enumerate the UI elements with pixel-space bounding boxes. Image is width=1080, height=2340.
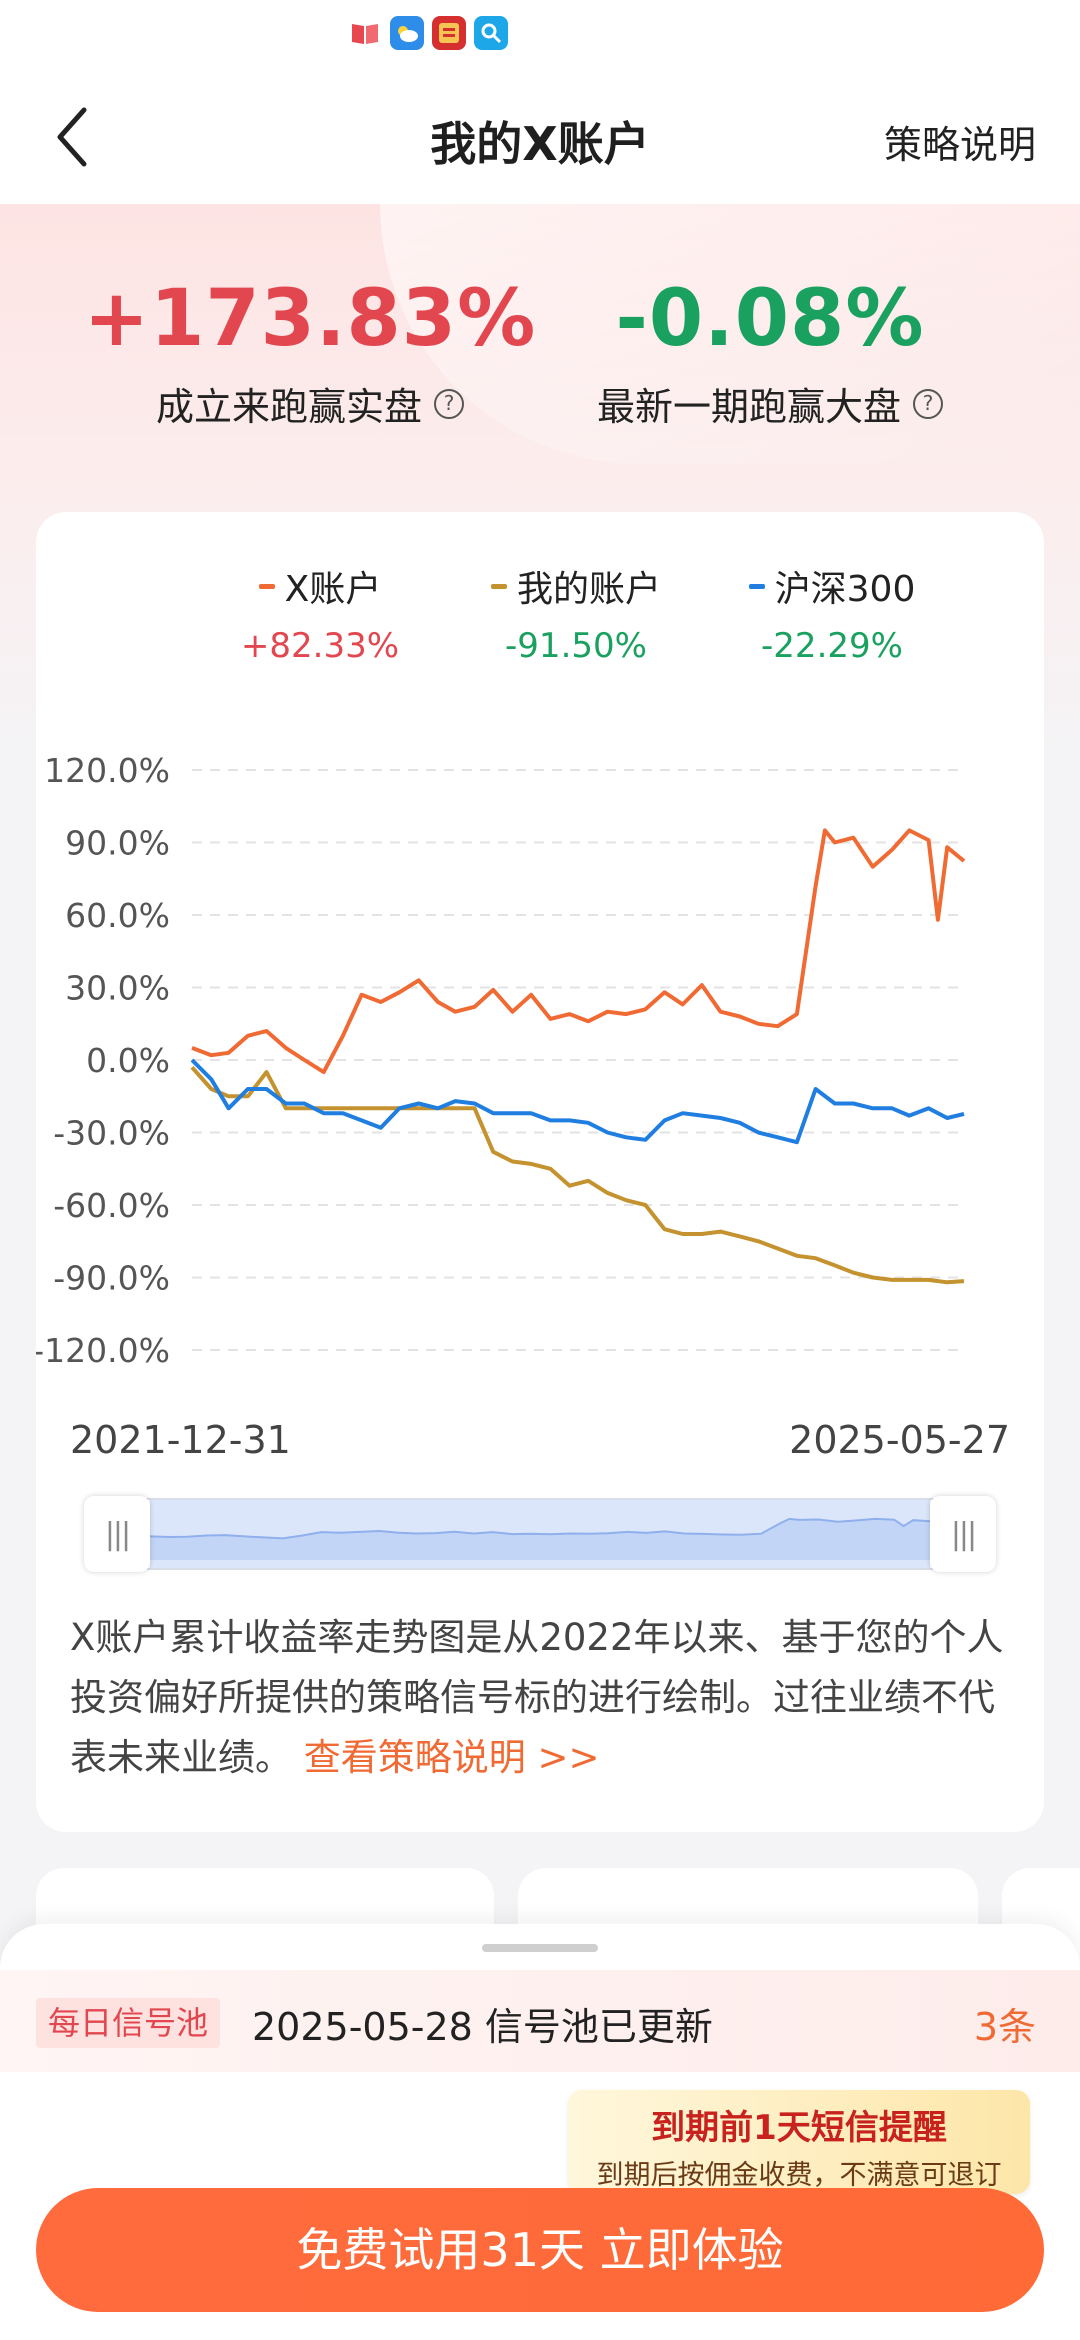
back-button[interactable] xyxy=(46,102,106,172)
chart-card: X账户 +82.33% 我的账户 -91.50% 沪深300 -22.29% 1… xyxy=(36,512,1044,1832)
range-slider-preview xyxy=(149,1517,931,1560)
y-tick-label: 0.0% xyxy=(86,1041,170,1080)
help-icon[interactable]: ? xyxy=(434,388,464,419)
strategy-description-link[interactable]: 策略说明 xyxy=(883,123,1036,167)
series-line-x-account xyxy=(191,828,966,1075)
series-line-my-account xyxy=(190,1065,965,1285)
y-tick-label: -30.0% xyxy=(53,1114,170,1153)
signal-pool-row[interactable]: 每日信号池 2025-05-28 信号池已更新 3条 xyxy=(0,1970,1080,2072)
chart-description: X账户累计收益率走势图是从2022年以来、基于您的个人投资偏好所提供的策略信号标… xyxy=(70,1608,1020,1788)
legend-item-csi300[interactable]: 沪深300 -22.29% xyxy=(682,560,982,666)
series-line-csi300 xyxy=(190,1058,965,1145)
x-axis-start-date: 2021-12-31 xyxy=(70,1418,291,1462)
cumulative-return-chart[interactable]: 120.0% 90.0% 60.0% 30.0% 0.0% -30.0% -60.0% -90… xyxy=(36,712,1044,1392)
legend-value: -22.29% xyxy=(761,626,903,666)
since-inception-value: +173.83% xyxy=(83,274,537,364)
since-inception-label-row: 成立来跑赢实盘 ? xyxy=(40,376,580,431)
free-trial-button[interactable]: 免费试用31天 立即体验 xyxy=(36,2188,1044,2312)
y-tick-label: -90.0% xyxy=(53,1259,170,1298)
preview-area xyxy=(150,1518,930,1560)
legend-item-my-account[interactable]: 我的账户 -91.50% xyxy=(426,560,726,666)
latest-period-label: 最新一期跑赢大盘 xyxy=(596,385,901,429)
legend-label: 沪深300 xyxy=(774,569,916,610)
description-text: X账户累计收益率走势图是从2022年以来、基于您的个人投资偏好所提供的策略信号标… xyxy=(70,1616,1004,1779)
preview-line xyxy=(149,1517,931,1540)
tooltip-subtitle: 到期后按佣金收费，不满意可退订 xyxy=(596,2160,1002,2191)
weather-icon xyxy=(390,16,424,50)
header-decoration xyxy=(380,204,1080,464)
since-inception-stat: +173.83% 成立来跑赢实盘 ? xyxy=(40,274,580,431)
latest-period-value: -0.08% xyxy=(615,274,925,364)
y-tick-label: 60.0% xyxy=(65,896,170,935)
notification-icons xyxy=(348,16,508,50)
legend-item-x-account[interactable]: X账户 +82.33% xyxy=(170,560,470,666)
legend-label: X账户 xyxy=(284,569,382,610)
view-strategy-link[interactable]: 查看策略说明 >> xyxy=(303,1736,600,1779)
signal-count: 3条 xyxy=(973,2005,1036,2049)
range-start-handle[interactable]: ||| xyxy=(84,1496,150,1572)
y-tick-label: -120.0% xyxy=(36,1331,170,1370)
news-app-icon xyxy=(432,16,466,50)
x-axis-end-date: 2025-05-27 xyxy=(789,1418,1010,1462)
book-icon xyxy=(348,16,382,50)
y-tick-label: 90.0% xyxy=(65,824,170,863)
search-app-icon xyxy=(474,16,508,50)
range-slider[interactable]: ||| ||| xyxy=(84,1496,996,1572)
status-bar xyxy=(0,0,1080,72)
y-tick-label: -60.0% xyxy=(53,1186,170,1225)
legend-label: 我的账户 xyxy=(516,569,661,610)
legend-value: -91.50% xyxy=(505,626,647,666)
tooltip-title: 到期前1天短信提醒 xyxy=(651,2108,947,2148)
y-tick-label: 120.0% xyxy=(44,751,170,790)
legend-swatch xyxy=(748,583,765,589)
help-icon[interactable]: ? xyxy=(913,388,943,419)
sms-reminder-tooltip: 到期前1天短信提醒 到期后按佣金收费，不满意可退订 xyxy=(568,2090,1030,2210)
signal-pool-update-text: 2025-05-28 信号池已更新 xyxy=(252,2005,713,2049)
legend-swatch xyxy=(490,583,507,589)
latest-period-stat: -0.08% 最新一期跑赢大盘 ? xyxy=(500,274,1040,431)
y-tick-label: 30.0% xyxy=(65,969,170,1008)
legend-swatch xyxy=(258,583,275,589)
latest-period-label-row: 最新一期跑赢大盘 ? xyxy=(500,376,1040,431)
since-inception-label: 成立来跑赢实盘 xyxy=(155,385,422,429)
nav-bar: 我的X账户 策略说明 xyxy=(0,72,1080,204)
legend-value: +82.33% xyxy=(240,626,400,666)
sheet-drag-handle[interactable] xyxy=(482,1944,598,1952)
chevron-left-icon xyxy=(57,107,87,167)
range-end-handle[interactable]: ||| xyxy=(930,1496,996,1572)
daily-signal-pool-badge: 每日信号池 xyxy=(36,1998,221,2048)
